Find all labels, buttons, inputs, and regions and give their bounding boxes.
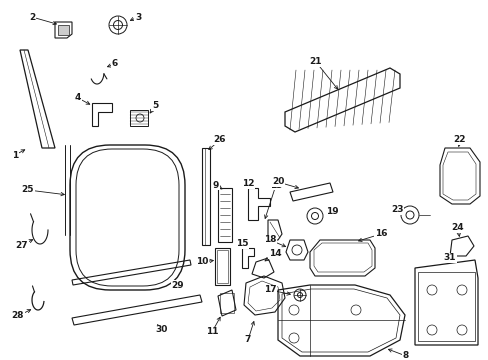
Text: 26: 26 bbox=[213, 135, 226, 144]
Text: 12: 12 bbox=[241, 180, 254, 189]
Text: 17: 17 bbox=[263, 285, 276, 294]
Text: 10: 10 bbox=[195, 257, 208, 266]
Text: 15: 15 bbox=[235, 239, 248, 248]
Text: 29: 29 bbox=[171, 280, 184, 289]
Text: 5: 5 bbox=[152, 102, 158, 111]
Text: 23: 23 bbox=[390, 206, 403, 215]
Text: 11: 11 bbox=[205, 328, 218, 337]
Text: 30: 30 bbox=[156, 325, 168, 334]
Text: 22: 22 bbox=[453, 135, 465, 144]
Text: 6: 6 bbox=[112, 59, 118, 68]
Bar bbox=[217, 250, 227, 283]
Text: 1: 1 bbox=[12, 150, 18, 159]
Polygon shape bbox=[58, 25, 69, 35]
Text: 27: 27 bbox=[16, 240, 28, 249]
Text: 24: 24 bbox=[451, 224, 464, 233]
Text: 13: 13 bbox=[269, 180, 282, 189]
Text: 18: 18 bbox=[263, 235, 276, 244]
Text: 2: 2 bbox=[29, 13, 35, 22]
Text: 7: 7 bbox=[244, 336, 251, 345]
Text: 21: 21 bbox=[309, 58, 322, 67]
Text: 3: 3 bbox=[135, 13, 141, 22]
Text: 14: 14 bbox=[268, 249, 281, 258]
Text: 4: 4 bbox=[75, 94, 81, 103]
Text: 31: 31 bbox=[443, 253, 455, 262]
Text: 16: 16 bbox=[374, 230, 386, 238]
Text: 19: 19 bbox=[325, 207, 338, 216]
Text: 28: 28 bbox=[12, 311, 24, 320]
Text: 20: 20 bbox=[271, 177, 284, 186]
Bar bbox=[417, 272, 474, 341]
Text: 8: 8 bbox=[402, 351, 408, 360]
Bar bbox=[220, 293, 234, 313]
Text: 9: 9 bbox=[212, 180, 219, 189]
Text: 25: 25 bbox=[21, 185, 34, 194]
